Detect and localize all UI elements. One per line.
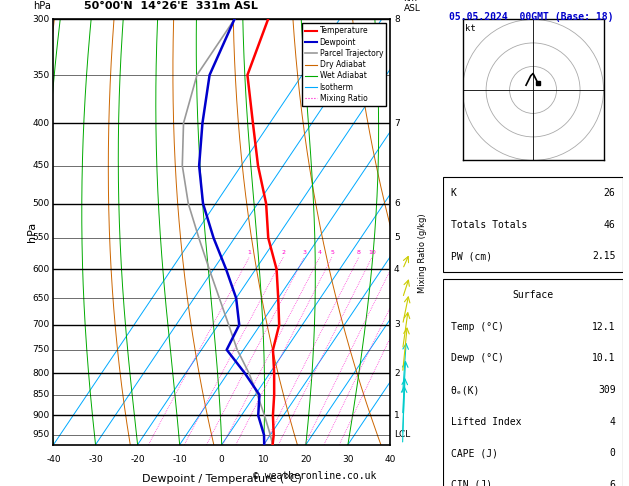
Text: -20: -20 — [130, 455, 145, 464]
Text: 10: 10 — [368, 250, 376, 255]
Text: km
ASL: km ASL — [403, 0, 420, 13]
Text: 7: 7 — [394, 119, 400, 128]
Text: 300: 300 — [32, 15, 50, 24]
Text: 50°00'N  14°26'E  331m ASL: 50°00'N 14°26'E 331m ASL — [84, 1, 258, 11]
Text: 700: 700 — [32, 320, 50, 330]
Text: 26: 26 — [604, 188, 616, 198]
Text: 4: 4 — [394, 265, 399, 274]
Text: 6: 6 — [610, 480, 616, 486]
Text: 600: 600 — [32, 265, 50, 274]
Text: Temp (°C): Temp (°C) — [450, 322, 503, 332]
Text: 750: 750 — [32, 345, 50, 354]
Text: © weatheronline.co.uk: © weatheronline.co.uk — [253, 471, 376, 481]
Text: 6: 6 — [394, 199, 400, 208]
Text: 0: 0 — [610, 448, 616, 458]
Text: 950: 950 — [32, 431, 50, 439]
Text: 10: 10 — [258, 455, 270, 464]
Text: 0: 0 — [219, 455, 225, 464]
Text: LCL: LCL — [394, 431, 410, 439]
Text: 5: 5 — [394, 233, 400, 243]
Text: 309: 309 — [598, 385, 616, 395]
Text: -40: -40 — [46, 455, 61, 464]
Text: -30: -30 — [88, 455, 103, 464]
Text: 46: 46 — [604, 220, 616, 230]
Text: 400: 400 — [32, 119, 50, 128]
Text: Surface: Surface — [513, 290, 554, 300]
Text: 850: 850 — [32, 390, 50, 399]
Text: 3: 3 — [303, 250, 306, 255]
Text: 40: 40 — [384, 455, 396, 464]
Text: 2: 2 — [281, 250, 286, 255]
Text: hPa: hPa — [33, 1, 51, 11]
Text: 450: 450 — [32, 161, 50, 170]
Text: 12.1: 12.1 — [592, 322, 616, 332]
Legend: Temperature, Dewpoint, Parcel Trajectory, Dry Adiabat, Wet Adiabat, Isotherm, Mi: Temperature, Dewpoint, Parcel Trajectory… — [302, 23, 386, 106]
Text: 2: 2 — [394, 368, 399, 378]
Text: Dewpoint / Temperature (°C): Dewpoint / Temperature (°C) — [142, 474, 302, 485]
Text: 8: 8 — [357, 250, 361, 255]
Text: PW (cm): PW (cm) — [450, 251, 492, 261]
Text: 5: 5 — [330, 250, 334, 255]
Text: 4: 4 — [318, 250, 321, 255]
Text: 800: 800 — [32, 368, 50, 378]
Text: 3: 3 — [394, 320, 400, 330]
Text: Totals Totals: Totals Totals — [450, 220, 527, 230]
Text: Mixing Ratio (g/kg): Mixing Ratio (g/kg) — [418, 213, 427, 293]
Bar — [443, 177, 623, 272]
Text: kt: kt — [465, 24, 476, 33]
Text: Dewp (°C): Dewp (°C) — [450, 353, 503, 364]
Text: 550: 550 — [32, 233, 50, 243]
Text: θₑ(K): θₑ(K) — [450, 385, 480, 395]
Text: 8: 8 — [394, 15, 400, 24]
Text: 05.05.2024  00GMT (Base: 18): 05.05.2024 00GMT (Base: 18) — [449, 12, 613, 22]
Text: 500: 500 — [32, 199, 50, 208]
Text: hPa: hPa — [26, 222, 36, 242]
Text: -10: -10 — [172, 455, 187, 464]
Text: CAPE (J): CAPE (J) — [450, 448, 498, 458]
Text: 650: 650 — [32, 294, 50, 303]
Text: Lifted Index: Lifted Index — [450, 417, 521, 427]
Text: 30: 30 — [342, 455, 353, 464]
Text: 20: 20 — [300, 455, 311, 464]
Text: 2.15: 2.15 — [592, 251, 616, 261]
Bar — [443, 279, 623, 486]
Text: 900: 900 — [32, 411, 50, 420]
Text: 1: 1 — [247, 250, 251, 255]
Text: 10.1: 10.1 — [592, 353, 616, 364]
Text: K: K — [450, 188, 457, 198]
Text: 350: 350 — [32, 70, 50, 80]
Text: 1: 1 — [394, 411, 400, 420]
Text: 4: 4 — [610, 417, 616, 427]
Text: CIN (J): CIN (J) — [450, 480, 492, 486]
